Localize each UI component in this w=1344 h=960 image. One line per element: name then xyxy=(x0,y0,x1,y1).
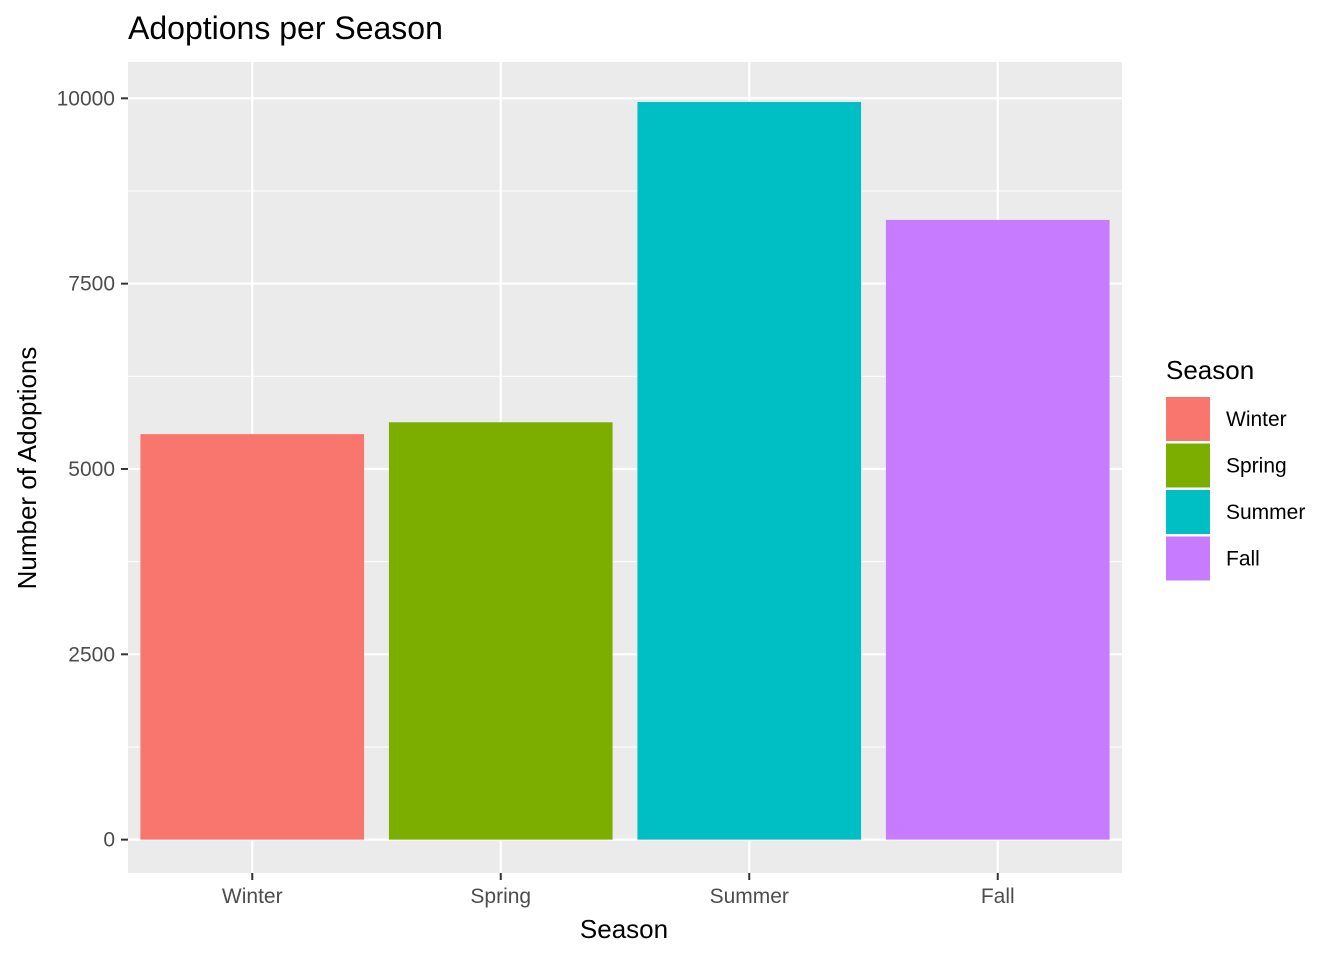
y-tick-label: 7500 xyxy=(68,273,115,296)
x-axis-title: Season xyxy=(580,914,668,944)
bars xyxy=(140,102,1110,840)
x-tick-label: Winter xyxy=(222,885,283,908)
x-tick-label: Spring xyxy=(470,885,531,908)
legend-key-summer xyxy=(1166,490,1210,534)
y-axis: 0 2500 5000 7500 10000 xyxy=(57,87,128,852)
y-tick-label: 5000 xyxy=(68,458,115,481)
chart-title: Adoptions per Season xyxy=(128,10,443,46)
y-tick-label: 0 xyxy=(103,829,115,852)
bar-spring xyxy=(388,422,613,840)
y-tick-label: 2500 xyxy=(68,643,115,666)
legend-label: Summer xyxy=(1226,501,1305,524)
x-axis: Winter Spring Summer Fall xyxy=(222,873,1015,908)
legend-key-fall xyxy=(1166,536,1210,581)
bar-fall xyxy=(885,219,1110,840)
legend-title: Season xyxy=(1166,355,1254,385)
x-tick-label: Fall xyxy=(981,885,1015,908)
legend: Season Winter Spring Summer Fall xyxy=(1166,355,1305,581)
legend-label: Spring xyxy=(1226,455,1287,478)
legend-label: Fall xyxy=(1226,548,1260,571)
y-tick-label: 10000 xyxy=(57,87,115,110)
legend-label: Winter xyxy=(1226,408,1287,431)
x-tick-label: Summer xyxy=(710,885,789,908)
bar-summer xyxy=(637,102,862,840)
legend-key-spring xyxy=(1166,443,1210,488)
bar-winter xyxy=(140,434,365,840)
legend-key-winter xyxy=(1166,397,1210,441)
y-axis-title: Number of Adoptions xyxy=(12,347,42,590)
